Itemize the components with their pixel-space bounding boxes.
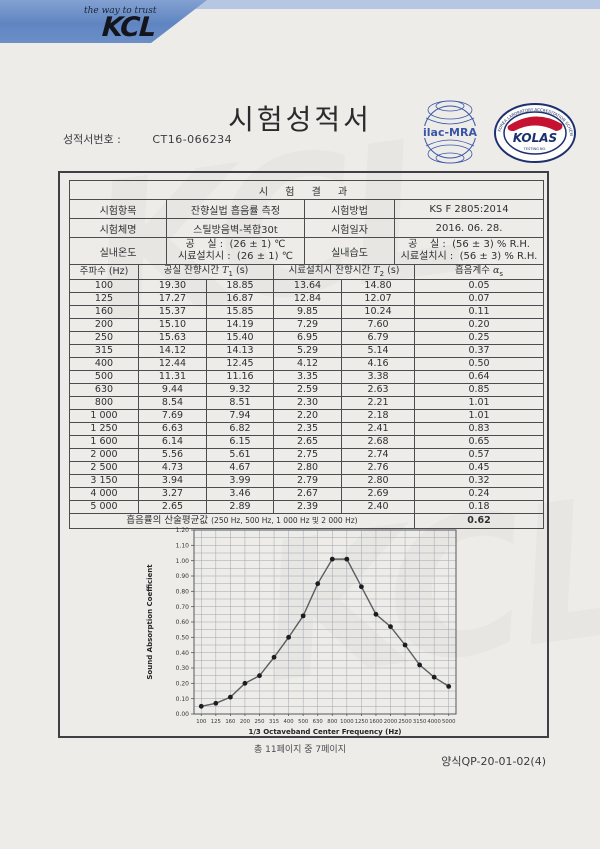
col-header-alpha: 흡음계수 αs (414, 264, 545, 280)
svg-text:100: 100 (196, 719, 207, 725)
table-row: 2 000 5.56 5.61 2.75 2.74 0.57 (69, 448, 545, 462)
results-header: 시 험 결 과 (68, 180, 545, 200)
info-value: 공 실 : (26 ± 1) ℃ 시료설치시 : (26 ± 1) ℃ (166, 237, 305, 265)
svg-text:0.70: 0.70 (176, 604, 190, 611)
svg-text:315: 315 (269, 719, 279, 725)
svg-text:0.20: 0.20 (176, 681, 190, 688)
accreditation-logos: ilac-MRA KOREA LABORATORY ACCREDITATION … (417, 96, 578, 164)
table-row: 250 15.63 15.40 6.95 6.79 0.25 (69, 331, 545, 345)
kcl-tagline: the way to trust (84, 6, 157, 16)
report-number-value: CT16-066234 (152, 133, 233, 146)
info-value: 2016. 06. 28. (393, 218, 545, 238)
info-label: 시험일자 (304, 218, 395, 238)
table-row: 200 15.10 14.19 7.29 7.60 0.20 (69, 318, 545, 332)
svg-text:1.10: 1.10 (176, 543, 190, 550)
info-label: 실내온도 (69, 237, 167, 265)
svg-text:3150: 3150 (413, 719, 427, 725)
svg-text:0.30: 0.30 (176, 665, 190, 672)
absorption-data-table: 주파수 (Hz) 공실 잔향시간 T1 (s) 시료설치시 잔향시간 T2 (s… (68, 264, 545, 529)
svg-text:2000: 2000 (384, 719, 398, 725)
average-value: 0.62 (414, 513, 545, 529)
table-row: 1 000 7.69 7.94 2.20 2.18 1.01 (69, 409, 545, 423)
svg-text:0.40: 0.40 (176, 650, 190, 657)
table-row: 100 19.30 18.85 13.64 14.80 0.05 (69, 279, 545, 293)
results-tables: 시 험 결 과 시험항목 잔향실법 흡음률 측정 시험방법 KS F 2805:… (68, 180, 545, 736)
svg-text:160: 160 (225, 719, 236, 725)
table-row: 500 11.31 11.16 3.35 3.38 0.64 (69, 370, 545, 384)
table-row: 125 17.27 16.87 12.84 12.07 0.07 (69, 292, 545, 306)
absorption-chart: 0.00 0.10 0.20 0.30 0.40 0.50 0.60 0.70 0.80 0.90… (139, 525, 479, 739)
report-number-label: 성적서번호 : (63, 133, 121, 146)
chart-svg: 0.00 0.10 0.20 0.30 0.40 0.50 0.60 0.70 0.80 0.90… (146, 527, 457, 736)
svg-text:0.00: 0.00 (176, 711, 190, 718)
svg-text:1/3 Octaveband Center Frequenc: 1/3 Octaveband Center Frequency (Hz) (249, 728, 402, 736)
svg-text:800: 800 (327, 719, 338, 725)
test-info-table: 시 험 결 과 시험항목 잔향실법 흡음률 측정 시험방법 KS F 2805:… (68, 180, 545, 265)
info-label: 시험방법 (304, 199, 395, 219)
freq-table-body: 100 19.30 18.85 13.64 14.80 0.05 125 17.27 16.87… (69, 279, 545, 514)
results-box: 시 험 결 과 시험항목 잔향실법 흡음률 측정 시험방법 KS F 2805:… (58, 171, 549, 738)
svg-text:1250: 1250 (355, 719, 369, 725)
svg-text:Sound Absorption Coefficient: Sound Absorption Coefficient (146, 564, 154, 680)
svg-text:5000: 5000 (442, 719, 456, 725)
table-row: 160 15.37 15.85 9.85 10.24 0.11 (69, 305, 545, 319)
info-label: 시험체명 (69, 218, 167, 238)
svg-text:400: 400 (284, 719, 295, 725)
table-row: 400 12.44 12.45 4.12 4.16 0.50 (69, 357, 545, 371)
info-label: 실내습도 (304, 237, 395, 265)
page-count-text: 총 11페이지 중 7페이지 (253, 745, 346, 755)
page-title: 시험성적서 (228, 103, 372, 136)
table-row: 630 9.44 9.32 2.59 2.63 0.85 (69, 383, 545, 397)
report-number-line: 성적서번호 : CT16-066234 (63, 131, 232, 147)
svg-text:0.10: 0.10 (176, 696, 190, 703)
table-row: 315 14.12 14.13 5.29 5.14 0.37 (69, 344, 545, 358)
banner-top-strip (0, 0, 600, 9)
svg-text:200: 200 (240, 719, 251, 725)
table-row: 2 500 4.73 4.67 2.80 2.76 0.45 (69, 461, 545, 475)
logos-svg: ilac-MRA KOREA LABORATORY ACCREDITATION … (417, 96, 576, 164)
info-value: 스틸방음벽-복합30t (166, 218, 305, 238)
svg-text:4000: 4000 (427, 719, 441, 725)
average-label-cell: 흡음률의 산술평균값 (250 Hz, 500 Hz, 1 000 Hz 및 2… (68, 513, 416, 529)
kcl-logo: the way to trust KCL (84, 6, 157, 43)
info-value: KS F 2805:2014 (393, 199, 545, 219)
svg-text:2500: 2500 (398, 719, 412, 725)
svg-text:1.20: 1.20 (176, 527, 190, 534)
svg-text:0.80: 0.80 (176, 589, 190, 596)
info-value: 공 실 : (56 ± 3) % R.H. 시료설치시 : (56 ± 3) % … (393, 237, 545, 265)
table-row: 5 000 2.65 2.89 2.39 2.40 0.18 (69, 500, 545, 514)
col-header-frequency: 주파수 (Hz) (69, 264, 139, 280)
svg-text:0.50: 0.50 (176, 635, 190, 642)
col-header-t1: 공실 잔향시간 T1 (s) (137, 264, 275, 280)
info-value: 잔향실법 흡음률 측정 (166, 199, 305, 219)
svg-text:0.90: 0.90 (176, 573, 190, 580)
svg-text:KOLAS: KOLAS (513, 131, 557, 145)
ilac-mra-logo: ilac-MRA (422, 100, 478, 164)
kcl-logo-text: KCL (100, 12, 157, 43)
svg-text:1000: 1000 (340, 719, 354, 725)
table-row: 3 150 3.94 3.99 2.79 2.80 0.32 (69, 474, 545, 488)
svg-text:1600: 1600 (369, 719, 383, 725)
table-row: 4 000 3.27 3.46 2.67 2.69 0.24 (69, 487, 545, 501)
svg-text:125: 125 (211, 719, 221, 725)
svg-text:ilac-MRA: ilac-MRA (423, 126, 477, 139)
col-header-t2: 시료설치시 잔향시간 T2 (s) (273, 264, 416, 280)
svg-text:1.00: 1.00 (176, 558, 190, 565)
svg-text:250: 250 (254, 719, 265, 725)
table-row: 800 8.54 8.51 2.30 2.21 1.01 (69, 396, 545, 410)
table-row: 1 600 6.14 6.15 2.65 2.68 0.65 (69, 435, 545, 449)
table-row: 1 250 6.63 6.82 2.35 2.41 0.83 (69, 422, 545, 436)
svg-text:TESTING NO.: TESTING NO. (523, 147, 547, 151)
svg-text:0.60: 0.60 (176, 619, 190, 626)
info-label: 시험항목 (69, 199, 167, 219)
form-number: 양식QP-20-01-02(4) (441, 755, 546, 768)
svg-text:500: 500 (298, 719, 309, 725)
svg-text:630: 630 (313, 719, 324, 725)
